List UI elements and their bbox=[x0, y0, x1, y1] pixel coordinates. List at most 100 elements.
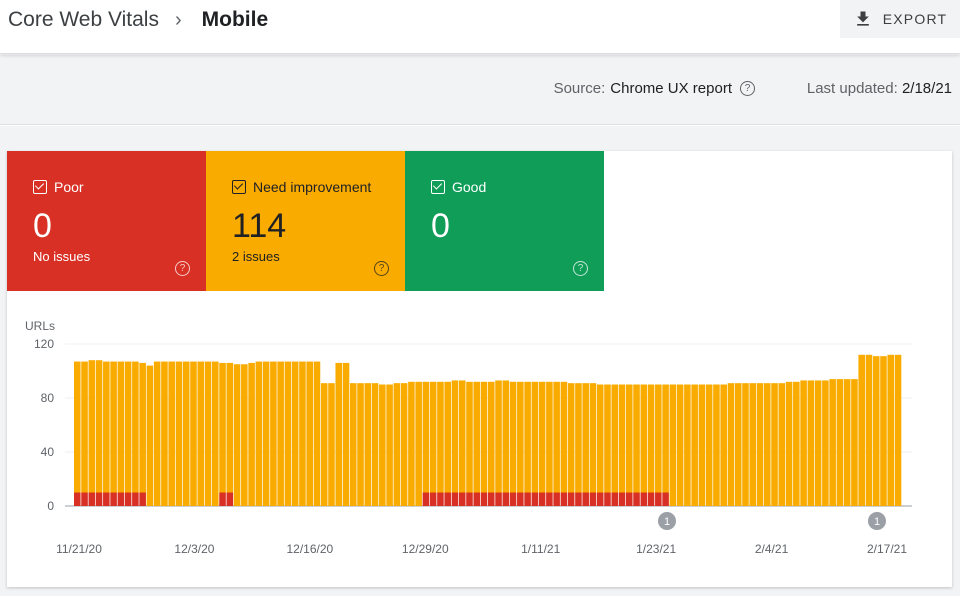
bar-poor bbox=[488, 492, 495, 506]
export-button[interactable]: EXPORT bbox=[840, 0, 960, 38]
bar-need-improvement bbox=[81, 361, 88, 493]
bar-need-improvement bbox=[684, 384, 691, 506]
bar-need-improvement bbox=[887, 354, 895, 506]
bar-need-improvement bbox=[241, 364, 248, 506]
bar-need-improvement bbox=[524, 381, 531, 493]
bar-poor bbox=[640, 492, 648, 506]
bar-poor bbox=[618, 492, 626, 506]
report-info-bar: Source: Chrome UX report ? Last updated:… bbox=[0, 55, 960, 125]
tile-needs-header: Need improvement bbox=[232, 179, 371, 195]
top-app-bar: Core Web Vitals › Mobile EXPORT bbox=[0, 0, 960, 54]
bar-need-improvement bbox=[698, 384, 706, 506]
annotation-marker bbox=[868, 512, 886, 530]
bar-poor bbox=[655, 492, 662, 506]
bar-need-improvement bbox=[342, 362, 350, 506]
bar-need-improvement bbox=[429, 381, 437, 493]
bar-need-improvement bbox=[262, 361, 270, 506]
tile-poor-issues: No issues bbox=[33, 249, 91, 264]
bar-poor bbox=[103, 492, 110, 506]
x-tick-label: 12/16/20 bbox=[286, 542, 333, 556]
updated-label: Last updated: bbox=[806, 80, 898, 97]
summary-card: Poor 0 No issues ? Need improvement 114 … bbox=[7, 151, 952, 587]
source-value: Chrome UX report bbox=[610, 80, 732, 97]
tile-poor-count: 0 bbox=[33, 207, 52, 245]
bar-poor bbox=[524, 492, 531, 506]
bar-need-improvement bbox=[379, 384, 386, 506]
tile-needs-count: 114 bbox=[232, 207, 287, 245]
bar-poor bbox=[647, 492, 655, 506]
tile-need-improvement[interactable]: Need improvement 114 2 issues ? bbox=[206, 151, 405, 291]
checkbox-checked-icon[interactable] bbox=[232, 180, 246, 194]
bar-need-improvement bbox=[771, 383, 778, 506]
bar-poor bbox=[451, 492, 459, 506]
bar-need-improvement bbox=[538, 381, 546, 493]
annotation-marker bbox=[658, 512, 676, 530]
tile-needs-issues: 2 issues bbox=[232, 249, 280, 264]
bar-need-improvement bbox=[575, 383, 582, 493]
bar-need-improvement bbox=[872, 356, 880, 506]
bar-poor bbox=[139, 492, 146, 506]
bar-need-improvement bbox=[560, 381, 568, 493]
help-icon[interactable]: ? bbox=[740, 81, 755, 96]
bar-need-improvement bbox=[451, 380, 459, 493]
bar-need-improvement bbox=[582, 383, 589, 493]
bar-poor bbox=[567, 492, 575, 506]
bar-need-improvement bbox=[408, 381, 415, 506]
tile-good[interactable]: Good 0 ? bbox=[405, 151, 604, 291]
bar-need-improvement bbox=[734, 383, 742, 506]
bar-need-improvement bbox=[894, 354, 902, 506]
bar-need-improvement bbox=[175, 361, 183, 506]
source-info: Source: Chrome UX report ? bbox=[554, 80, 755, 97]
bar-need-improvement bbox=[822, 380, 829, 506]
bar-need-improvement bbox=[662, 384, 669, 493]
tile-poor[interactable]: Poor 0 No issues ? bbox=[7, 151, 206, 291]
x-tick-label: 2/17/21 bbox=[867, 542, 907, 556]
bar-need-improvement bbox=[277, 361, 284, 506]
bar-need-improvement bbox=[233, 364, 241, 506]
bar-need-improvement bbox=[509, 381, 517, 493]
bar-need-improvement bbox=[640, 384, 648, 493]
annotation-label: 1 bbox=[664, 516, 670, 528]
checkbox-checked-icon[interactable] bbox=[431, 180, 445, 194]
bar-need-improvement bbox=[626, 384, 633, 493]
bar-need-improvement bbox=[415, 381, 422, 506]
bar-poor bbox=[124, 492, 132, 506]
bar-need-improvement bbox=[226, 362, 234, 493]
bar-need-improvement bbox=[400, 383, 408, 506]
bar-poor bbox=[437, 492, 444, 506]
bar-poor bbox=[429, 492, 437, 506]
bar-need-improvement bbox=[393, 383, 401, 506]
bar-need-improvement bbox=[655, 384, 662, 493]
tile-poor-header: Poor bbox=[33, 179, 84, 195]
bar-need-improvement bbox=[74, 361, 81, 493]
tile-good-count: 0 bbox=[431, 207, 450, 245]
bar-poor bbox=[110, 492, 117, 506]
bar-poor bbox=[422, 492, 430, 506]
breadcrumb-core-web-vitals[interactable]: Core Web Vitals bbox=[8, 8, 159, 31]
bar-need-improvement bbox=[444, 381, 451, 493]
help-icon[interactable]: ? bbox=[175, 261, 190, 276]
bar-need-improvement bbox=[517, 381, 524, 493]
bar-need-improvement bbox=[357, 383, 364, 506]
checkbox-checked-icon[interactable] bbox=[33, 180, 47, 194]
help-icon[interactable]: ? bbox=[573, 261, 588, 276]
bar-need-improvement bbox=[800, 380, 807, 506]
bar-poor bbox=[604, 492, 611, 506]
bar-need-improvement bbox=[284, 361, 292, 506]
bar-poor bbox=[81, 492, 88, 506]
bar-need-improvement bbox=[306, 361, 313, 506]
bar-need-improvement bbox=[197, 361, 205, 506]
bar-need-improvement bbox=[647, 384, 655, 493]
bar-need-improvement bbox=[182, 361, 190, 506]
bar-need-improvement bbox=[546, 381, 553, 493]
bar-need-improvement bbox=[291, 361, 299, 506]
bar-poor bbox=[219, 492, 226, 506]
chevron-right-icon: › bbox=[174, 8, 182, 31]
bar-need-improvement bbox=[190, 361, 197, 506]
tile-good-header: Good bbox=[431, 179, 486, 195]
export-label: EXPORT bbox=[882, 11, 948, 27]
bar-need-improvement bbox=[756, 383, 764, 506]
bar-need-improvement bbox=[313, 361, 321, 506]
bar-poor bbox=[589, 492, 597, 506]
help-icon[interactable]: ? bbox=[374, 261, 389, 276]
